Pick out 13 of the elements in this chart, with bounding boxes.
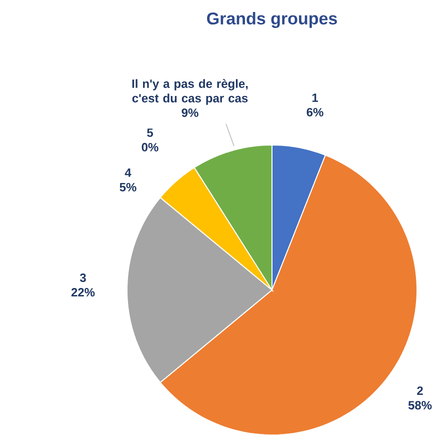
chart-title: Grands groupes — [207, 12, 337, 28]
data-label: 22% — [71, 288, 95, 296]
text: 0% — [142, 142, 158, 152]
slice-label: 2 — [417, 386, 423, 395]
data-label: 5% — [120, 182, 136, 192]
category-label: 5 — [147, 128, 154, 137]
data-label: 58% — [408, 400, 432, 410]
data-label: 9% — [182, 108, 198, 117]
slice-label: 4 — [124, 168, 132, 177]
slice-label: 1 — [312, 93, 318, 102]
slice-label: Il n'y a pas de règle, c'est du cas par cas — [132, 78, 248, 105]
data-label: 6% — [306, 108, 324, 116]
slice-label: 3 — [80, 273, 86, 282]
